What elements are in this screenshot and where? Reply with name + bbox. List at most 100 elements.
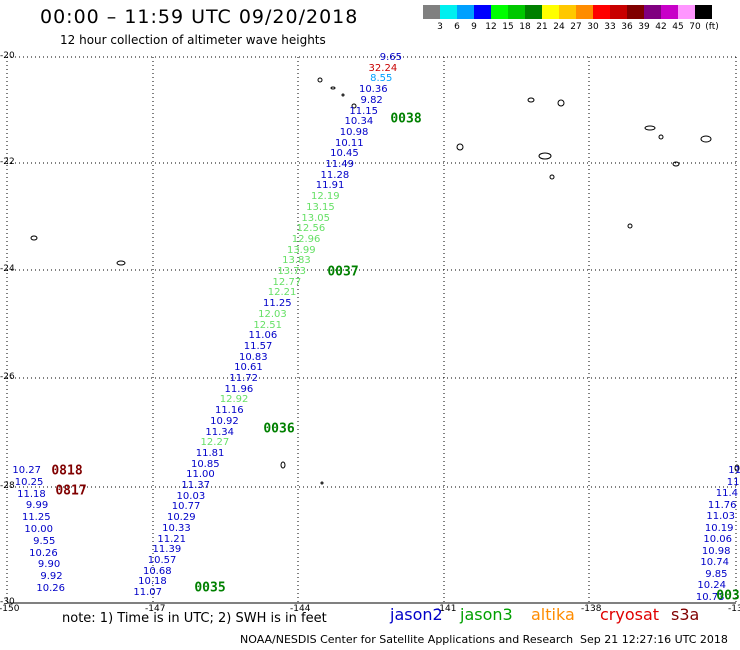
island-outline [627,223,633,229]
wave-height-value: 12.77 [272,276,302,288]
satellite-altika: altika [531,605,575,624]
island-outlines [30,77,740,485]
pass-time-label: 003 [716,588,740,604]
wave-height-value: 13.99 [286,244,316,256]
color-scale-cell [525,5,542,19]
color-scale-cell [644,5,661,19]
island-outline [658,134,664,140]
wave-height-value: 10.45 [330,148,359,160]
wave-height-value: 11 [726,476,740,488]
longitude-label: -144 [290,604,311,614]
pass-time-label: 0036 [263,421,295,437]
latitude-label: -30 [0,597,15,607]
wave-height-value: 10.83 [238,351,268,363]
wave-height-value: 10.98 [701,545,731,557]
longitude-label: -147 [145,604,166,614]
color-scale-label: 12 [485,22,497,32]
wave-height-value: 9.82 [360,94,383,106]
wave-height-value: 10.00 [24,524,53,535]
wave-height-value: 11.76 [707,499,737,511]
wave-height-value: 11 [728,465,740,476]
wave-height-value: 10.06 [703,534,732,545]
pass-time-label: 0817 [55,483,87,499]
color-scale-label: 9 [471,22,477,32]
island-outline [280,461,286,469]
island-outline [538,152,552,160]
wave-height-value: 11.49 [325,159,354,170]
longitude-label: -141 [436,604,457,614]
page-title: 00:00 – 11:59 UTC 09/20/2018 [40,6,359,28]
wave-height-value: 9.85 [705,568,728,580]
wave-height-value: 11.91 [315,180,345,192]
wave-height-value: 12.51 [253,319,282,331]
color-scale-cell [610,5,627,19]
wave-height-value: 10.26 [29,547,58,559]
wave-height-value: 12.92 [219,394,249,406]
wave-height-value: 10.68 [142,565,172,577]
wave-height-value: 11.39 [152,544,182,556]
color-scale-cell [661,5,678,19]
wave-height-value: 11.07 [133,587,162,598]
wave-height-value: 13.83 [282,255,311,267]
color-scale-cell [695,5,712,19]
wave-height-value: 11.37 [181,480,210,491]
color-scale-label: 36 [621,22,633,32]
wave-height-value: 11.28 [320,169,350,181]
wave-height-value: 11.25 [262,298,292,310]
wave-height-value: 13.73 [277,266,306,277]
longitude-label: -13 [728,604,740,614]
wave-height-value: 10.36 [358,84,388,96]
wave-height-value: 10.18 [138,576,167,588]
latitude-label: -24 [0,264,15,274]
color-scale-label: 21 [536,22,548,32]
wave-height-value: 11.03 [706,511,735,522]
page-subtitle: 12 hour collection of altimeter wave hei… [60,33,326,47]
wave-height-value: 12.03 [258,308,287,320]
color-scale-cell [593,5,610,19]
wave-height-value: 10.57 [147,554,177,566]
island-outline [317,77,323,83]
wave-height-value: 10.73 [695,591,725,603]
wave-height-value: 10.34 [344,116,374,128]
units-note: note: 1) Time is in UTC; 2) SWH is in fe… [62,611,327,626]
pass-time-label: 0035 [194,580,226,596]
wave-height-value: 11.00 [186,469,215,481]
wave-height-value: 12.27 [200,437,230,449]
color-scale-cell [627,5,644,19]
wave-height-value: 11.96 [224,383,254,395]
wave-height-value: 11.4 [715,488,738,499]
color-scale-label: 42 [655,22,667,32]
wave-height-value: 11.81 [195,447,225,459]
wave-height-value: 11.25 [21,512,51,524]
island-outline [527,97,535,103]
latitude-label: -26 [0,372,15,382]
wave-height-value: 8.55 [370,73,393,85]
footer-timestamp: Sep 21 12:27:16 UTC 2018 [580,633,728,646]
pass-time-label: 0818 [51,463,83,479]
color-scale-cell [474,5,491,19]
latitude-label: -20 [0,51,15,61]
latitude-label: -22 [0,157,15,167]
color-scale-cell [559,5,576,19]
color-scale-cell [457,5,474,19]
island-outline [672,161,680,167]
wave-height-value: 11.21 [157,533,186,545]
color-scale-cell [423,5,440,19]
island-outline [549,174,555,180]
pass-time-label: 0037 [327,264,359,280]
longitude-label: -150 [0,604,20,614]
satellite-jason3: jason3 [460,605,513,624]
color-scale-label: 6 [454,22,460,32]
island-outline [700,135,712,143]
island-outline [734,464,740,472]
longitude-label: -138 [581,604,602,614]
lat-lon-grid [6,56,737,604]
color-scale-cell [576,5,593,19]
wave-height-value: 10.27 [12,465,41,476]
wave-height-value: 9.65 [379,52,402,63]
color-scale-cell [491,5,508,19]
satellite-cryosat: cryosat [600,605,660,624]
wave-height-value: 9.55 [33,535,56,547]
island-outline [116,260,126,266]
